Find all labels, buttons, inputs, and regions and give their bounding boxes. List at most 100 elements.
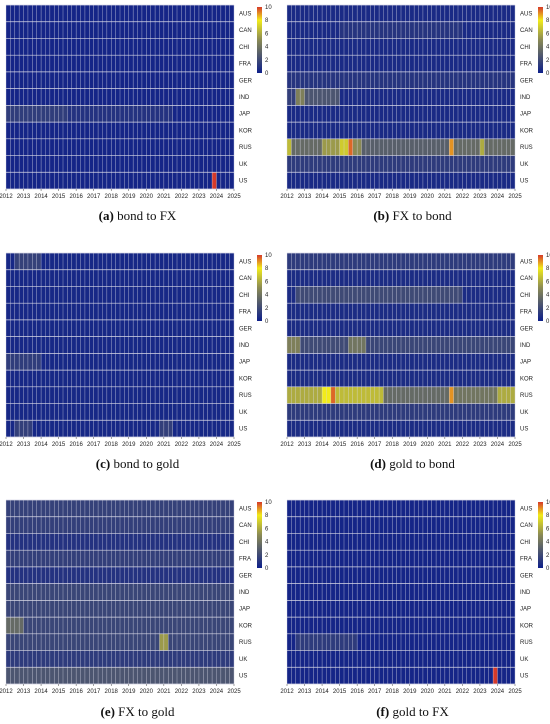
heatmap-cell	[444, 566, 450, 584]
heatmap-cell	[352, 21, 358, 39]
heatmap-cell	[497, 172, 502, 190]
heatmap-cell	[392, 71, 397, 89]
heatmap-cell	[93, 650, 99, 668]
heatmap-cell	[124, 386, 129, 404]
heatmap-cell	[207, 600, 213, 618]
heatmap-cell	[163, 88, 169, 106]
heatmap-cell	[71, 138, 77, 156]
heatmap-cell	[300, 286, 305, 304]
heatmap-cell	[387, 667, 393, 685]
heatmap-cell	[198, 269, 204, 287]
heatmap-cell	[458, 138, 463, 156]
heatmap-cell	[330, 403, 336, 421]
heatmap-cell	[488, 583, 494, 601]
heatmap-cell	[177, 650, 182, 668]
heatmap-cell	[27, 138, 33, 156]
heatmap-cell	[207, 650, 213, 668]
heatmap-cell	[427, 155, 432, 173]
heatmap-cell	[479, 253, 485, 270]
row-label-fra: FRA	[520, 310, 532, 316]
heatmap-cell	[19, 386, 24, 404]
heatmap-cell	[150, 286, 156, 304]
heatmap-cell	[207, 386, 213, 404]
heatmap-cell	[418, 650, 423, 668]
heatmap-cell	[76, 650, 81, 668]
heatmap-cell	[392, 336, 397, 354]
heatmap-cell	[506, 667, 511, 685]
heatmap-cell	[212, 172, 217, 190]
heatmap-cell	[322, 370, 327, 387]
heatmap-cell	[111, 370, 116, 387]
heatmap-cell	[54, 21, 59, 39]
heatmap-cell	[41, 420, 46, 438]
heatmap-cell	[177, 633, 182, 651]
heatmap-cell	[6, 633, 11, 651]
heatmap-cell	[357, 88, 362, 106]
heatmap-cell	[440, 583, 445, 601]
heatmap-cell	[361, 633, 366, 651]
heatmap-cell	[370, 336, 375, 354]
heatmap-cell	[322, 5, 327, 22]
heatmap-cell	[71, 353, 77, 371]
heatmap-cell	[361, 88, 366, 106]
heatmap-cell	[32, 353, 37, 371]
heatmap-cell	[220, 38, 226, 56]
heatmap-cell	[10, 138, 15, 156]
heatmap-cell	[27, 88, 33, 106]
heatmap-cell	[335, 105, 340, 123]
heatmap-cell	[155, 386, 160, 404]
heatmap-cell	[177, 566, 182, 584]
heatmap-cell	[313, 253, 318, 270]
heatmap-cell	[120, 105, 125, 123]
heatmap-cell	[36, 650, 42, 668]
heatmap-cell	[63, 88, 68, 106]
heatmap-cell	[150, 155, 156, 173]
heatmap-cell	[212, 303, 217, 320]
heatmap-cell	[98, 353, 103, 371]
heatmap-cell	[458, 617, 463, 634]
heatmap-cell	[67, 303, 72, 320]
heatmap-cell	[308, 500, 314, 517]
heatmap-cell	[120, 138, 125, 156]
heatmap-cell	[383, 71, 388, 89]
heatmap-cell	[449, 55, 454, 72]
heatmap-cell	[172, 386, 178, 404]
x-tick-label-2014: 2014	[315, 689, 329, 695]
heatmap-cell	[216, 105, 221, 123]
heatmap-cell	[317, 253, 323, 270]
heatmap-cell	[352, 403, 358, 421]
heatmap-cell	[67, 353, 72, 371]
heatmap-cell	[440, 600, 445, 618]
heatmap-cell	[141, 122, 147, 139]
heatmap-cell	[387, 122, 393, 139]
heatmap-cell	[383, 5, 388, 22]
heatmap-cell	[203, 105, 208, 123]
heatmap-cell	[32, 55, 37, 72]
heatmap-cell	[194, 550, 199, 567]
row-label-kor: KOR	[520, 376, 534, 382]
heatmap-cell	[19, 21, 24, 39]
heatmap-cell	[159, 303, 164, 320]
colorbar-tick-8: 8	[265, 266, 269, 272]
heatmap-cell	[374, 319, 380, 337]
heatmap-cell	[506, 336, 511, 354]
heatmap-cell	[330, 516, 336, 534]
heatmap-cell	[479, 286, 485, 304]
heatmap-cell	[374, 533, 380, 551]
heatmap-cell	[49, 353, 55, 371]
heatmap-cell	[287, 500, 292, 517]
heatmap-cell	[84, 386, 90, 404]
heatmap-cell	[190, 21, 195, 39]
heatmap-cell	[150, 533, 156, 551]
heatmap-cell	[168, 319, 173, 337]
heatmap-cell	[387, 88, 393, 106]
heatmap-cell	[6, 303, 11, 320]
heatmap-cell	[436, 533, 441, 551]
heatmap-cell	[418, 500, 423, 517]
heatmap-cell	[440, 5, 445, 22]
heatmap-cell	[80, 303, 85, 320]
heatmap-cell	[150, 500, 156, 517]
heatmap-cell	[198, 600, 204, 618]
heatmap-cell	[326, 138, 331, 156]
